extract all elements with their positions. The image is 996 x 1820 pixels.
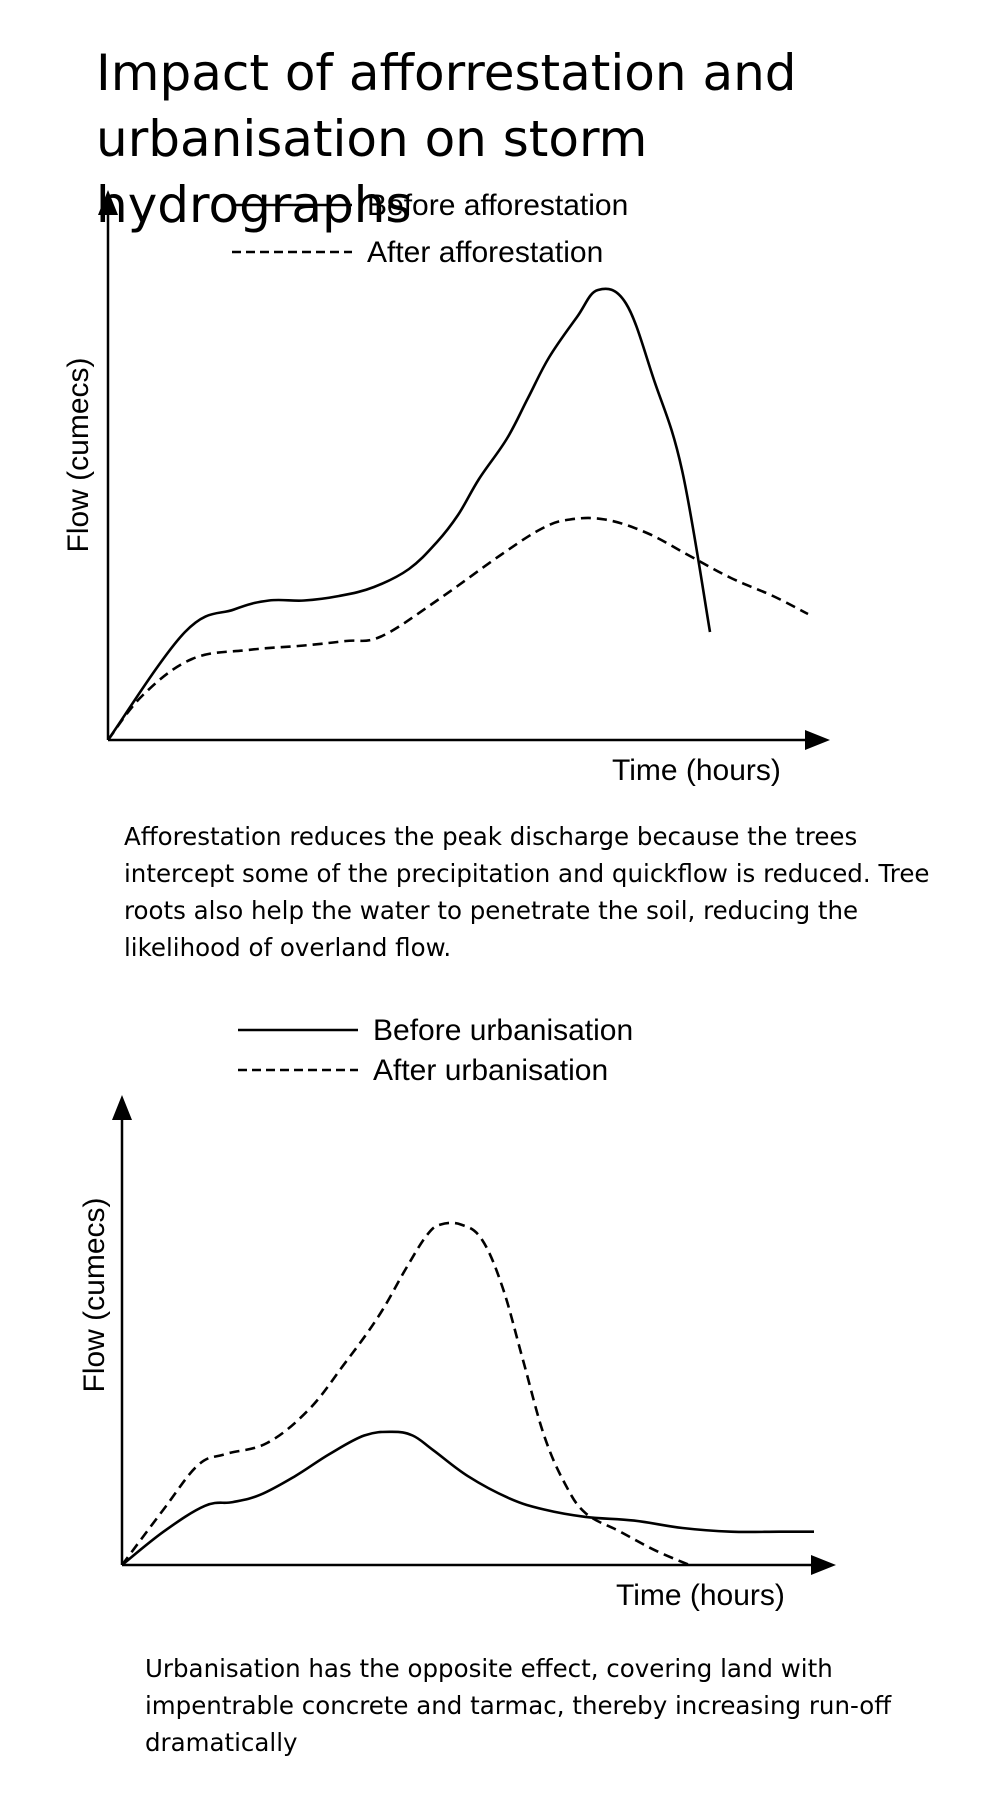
- page-title-line-2: urbanisation on storm hydrographs: [96, 110, 648, 234]
- chart-legend: Before urbanisation After urbanisation: [238, 1014, 633, 1087]
- y-axis-arrow-icon: [98, 190, 118, 215]
- legend-label-before: Before afforestation: [367, 189, 628, 222]
- chart-axes: [98, 190, 830, 750]
- series-line-before: [106, 287, 712, 741]
- y-axis-label: Flow (cumecs): [62, 357, 95, 552]
- series-layer: [120, 1221, 814, 1567]
- x-axis-arrow-icon: [811, 1555, 836, 1575]
- y-axis-label: Flow (cumecs): [78, 1197, 111, 1392]
- x-axis-arrow-icon: [805, 730, 830, 750]
- legend-label-after: After urbanisation: [373, 1054, 608, 1087]
- page-title-line-1: Impact of afforrestation and: [96, 44, 797, 102]
- series-line-before: [121, 1430, 814, 1567]
- chart-legend: Before afforestation After afforestation: [232, 189, 628, 269]
- series-line-after: [120, 1221, 690, 1567]
- x-axis-label: Time (hours): [612, 754, 781, 787]
- series-line-after: [106, 516, 809, 741]
- urbanisation-caption: Urbanisation has the opposite effect, co…: [145, 1654, 892, 1757]
- legend-label-before: Before urbanisation: [373, 1014, 633, 1047]
- x-axis-label: Time (hours): [616, 1579, 785, 1612]
- afforestation-caption: Afforestation reduces the peak discharge…: [124, 822, 930, 962]
- page-title: Impact of afforrestation and urbanisatio…: [96, 40, 976, 238]
- urbanisation-hydrograph-chart: Before urbanisation After urbanisation Ti…: [78, 1014, 836, 1612]
- legend-label-after: After afforestation: [367, 236, 603, 269]
- chart-axes: [112, 1095, 836, 1575]
- y-axis-arrow-icon: [112, 1095, 132, 1120]
- series-layer: [106, 287, 809, 741]
